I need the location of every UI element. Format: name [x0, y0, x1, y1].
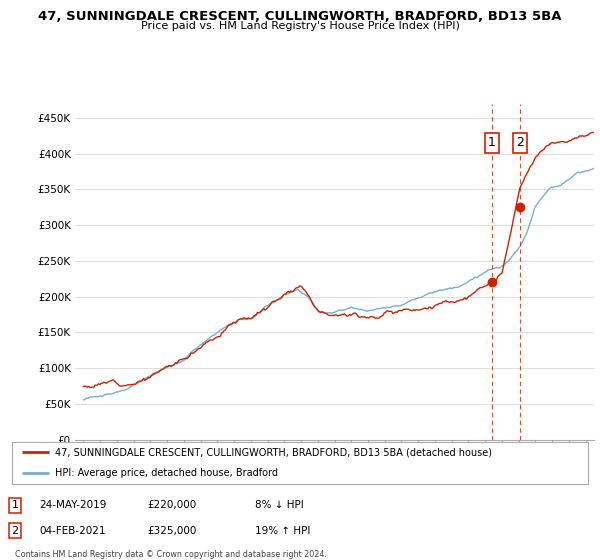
- Text: 47, SUNNINGDALE CRESCENT, CULLINGWORTH, BRADFORD, BD13 5BA (detached house): 47, SUNNINGDALE CRESCENT, CULLINGWORTH, …: [55, 447, 492, 457]
- Text: 24-MAY-2019: 24-MAY-2019: [39, 500, 106, 510]
- Text: Price paid vs. HM Land Registry's House Price Index (HPI): Price paid vs. HM Land Registry's House …: [140, 21, 460, 31]
- Text: HPI: Average price, detached house, Bradford: HPI: Average price, detached house, Brad…: [55, 468, 278, 478]
- Text: 47, SUNNINGDALE CRESCENT, CULLINGWORTH, BRADFORD, BD13 5BA: 47, SUNNINGDALE CRESCENT, CULLINGWORTH, …: [38, 10, 562, 23]
- Text: £220,000: £220,000: [147, 500, 196, 510]
- Text: 04-FEB-2021: 04-FEB-2021: [39, 526, 106, 536]
- Text: 1: 1: [11, 500, 19, 510]
- Text: Contains HM Land Registry data © Crown copyright and database right 2024.
This d: Contains HM Land Registry data © Crown c…: [15, 550, 327, 560]
- Text: 19% ↑ HPI: 19% ↑ HPI: [255, 526, 310, 536]
- Text: 1: 1: [488, 137, 496, 150]
- Text: 8% ↓ HPI: 8% ↓ HPI: [255, 500, 304, 510]
- Text: £325,000: £325,000: [147, 526, 196, 536]
- Text: 2: 2: [516, 137, 524, 150]
- FancyBboxPatch shape: [12, 442, 588, 484]
- Text: 2: 2: [11, 526, 19, 536]
